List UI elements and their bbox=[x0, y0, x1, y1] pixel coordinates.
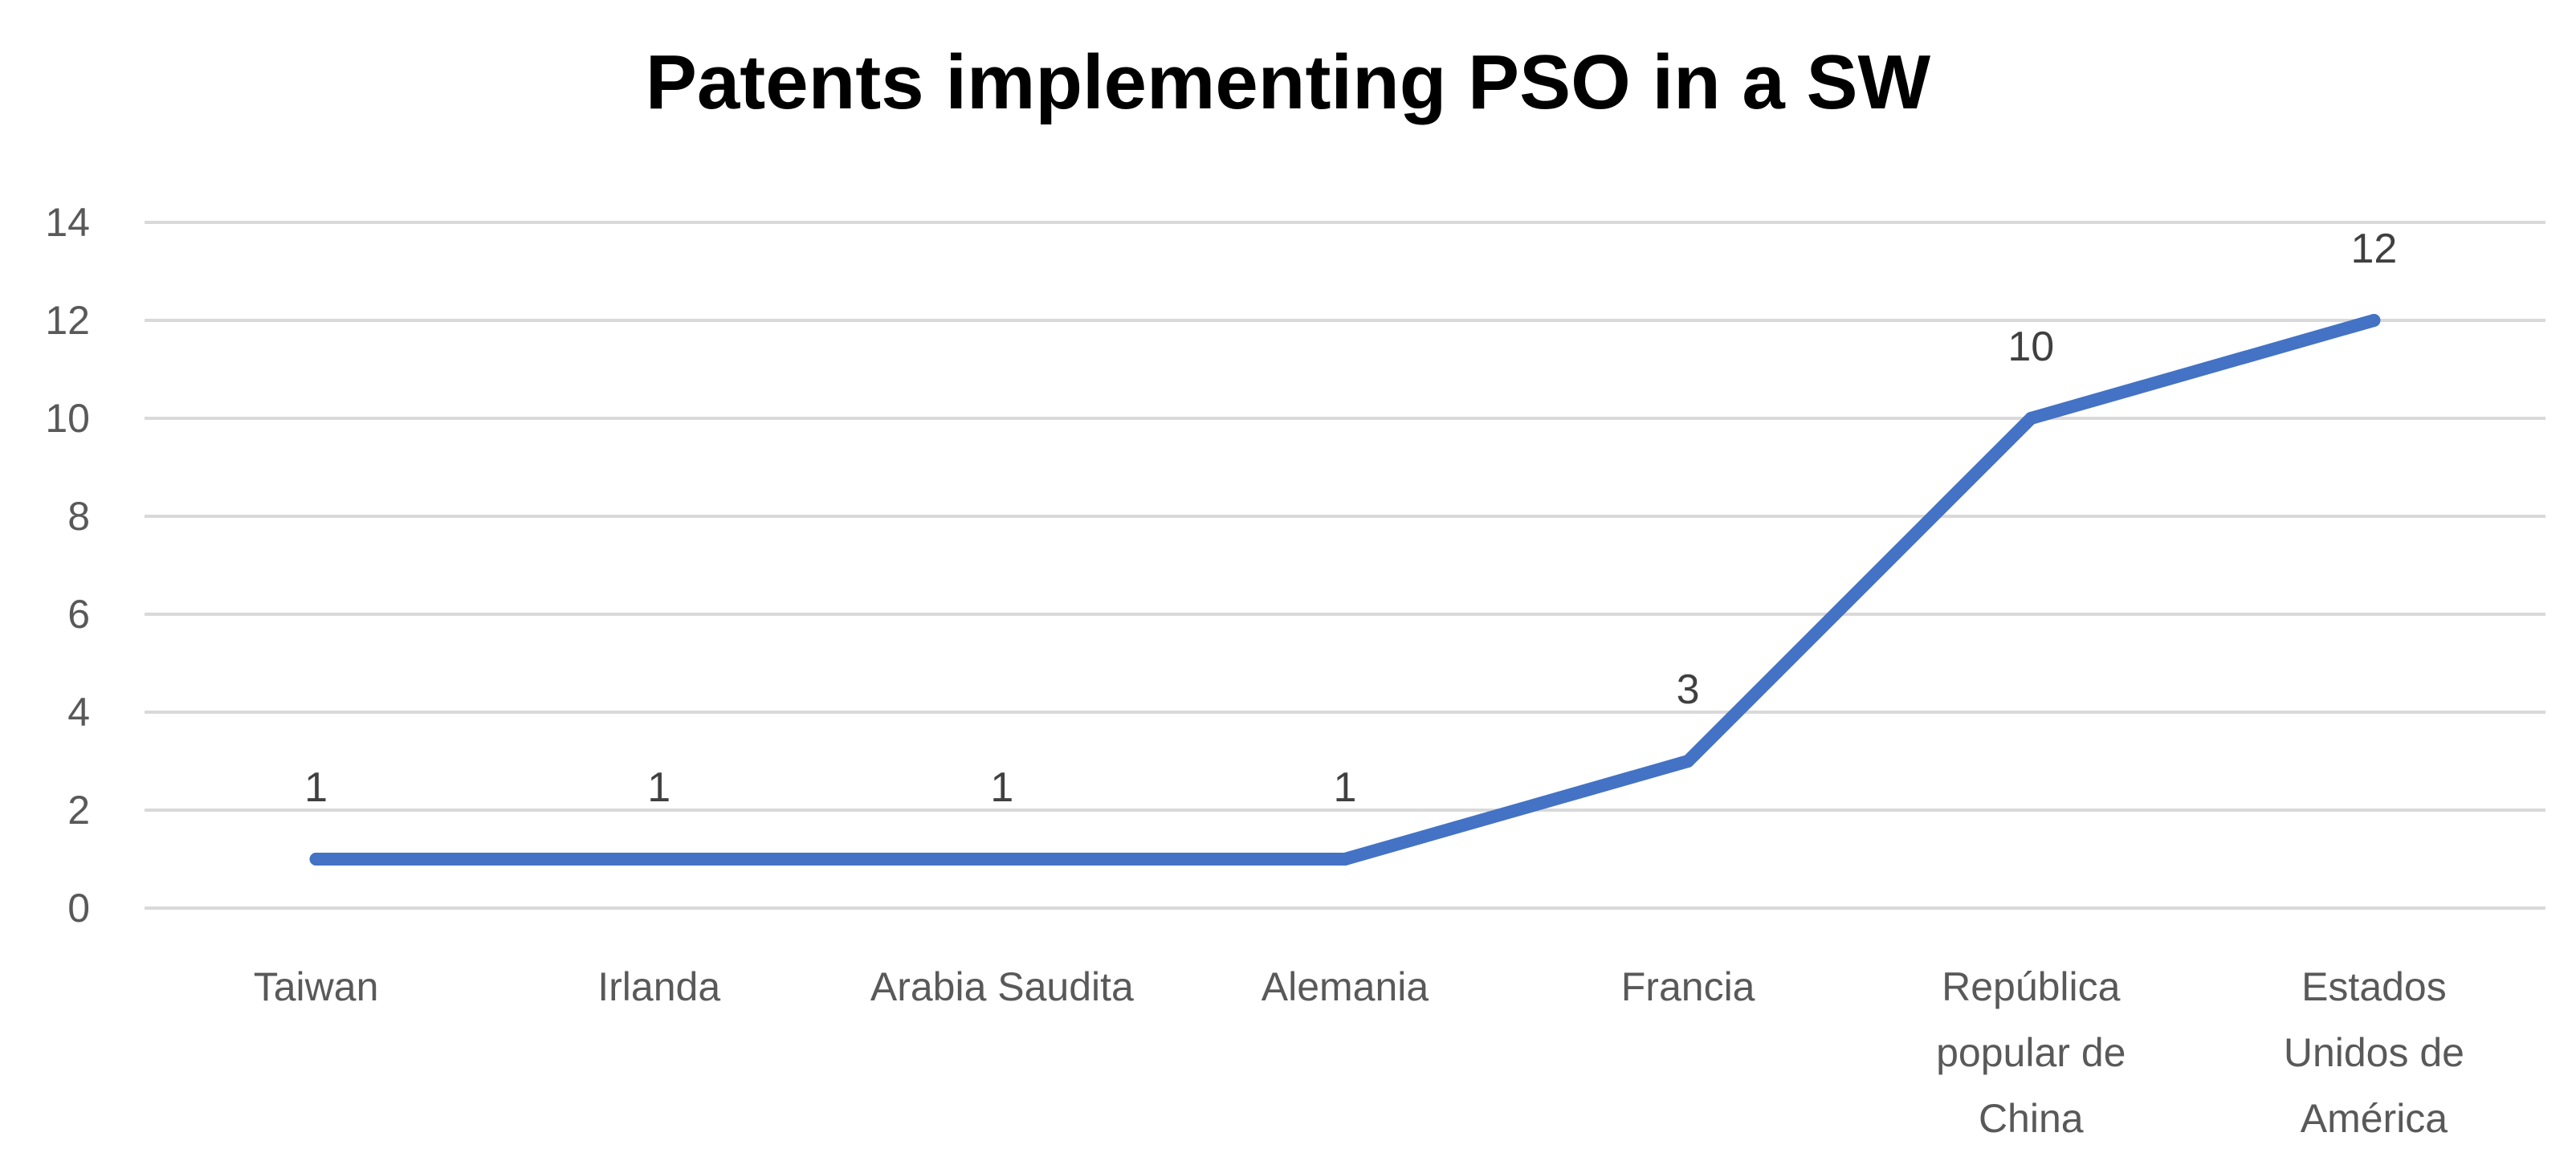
x-tick-label: Francia bbox=[1621, 964, 1755, 1009]
data-point bbox=[2367, 314, 2381, 327]
data-label: 1 bbox=[1334, 764, 1357, 811]
data-label: 1 bbox=[990, 764, 1013, 811]
data-point bbox=[995, 853, 1009, 866]
x-tick-label: Estados Unidos de América bbox=[2284, 964, 2464, 1141]
x-tick-label: República popular de China bbox=[1936, 964, 2126, 1141]
y-tick-label: 4 bbox=[67, 690, 90, 735]
y-tick-label: 6 bbox=[67, 592, 90, 637]
y-tick-label: 12 bbox=[45, 298, 90, 343]
y-tick-label: 2 bbox=[67, 788, 90, 833]
data-label: 1 bbox=[304, 764, 328, 811]
chart-title: Patents implementing PSO in a SW bbox=[645, 39, 1931, 125]
data-point bbox=[2024, 412, 2038, 425]
gridlines bbox=[145, 221, 2545, 910]
data-labels: 1 1 1 1 3 10 12 bbox=[304, 226, 2397, 811]
x-tick-label: Alemania bbox=[1262, 964, 1429, 1009]
x-tick-label: Arabia Saudita bbox=[870, 964, 1134, 1009]
x-tick-label: Taiwan bbox=[254, 964, 379, 1009]
x-axis-ticks: Taiwan Irlanda Arabia Saudita Alemania Franc… bbox=[254, 964, 2464, 1141]
data-point bbox=[652, 853, 666, 866]
series-group bbox=[309, 314, 2381, 866]
data-label: 1 bbox=[647, 764, 670, 811]
data-label: 10 bbox=[2007, 324, 2054, 370]
y-tick-label: 8 bbox=[67, 494, 90, 539]
data-point bbox=[1339, 853, 1351, 866]
y-tick-label: 10 bbox=[45, 396, 90, 441]
x-tick-label: Irlanda bbox=[597, 964, 720, 1009]
y-tick-label: 0 bbox=[67, 886, 90, 931]
data-label: 12 bbox=[2351, 226, 2398, 272]
y-axis-ticks: 0 2 4 6 8 10 12 14 bbox=[45, 200, 90, 931]
data-point bbox=[309, 853, 323, 866]
data-label: 3 bbox=[1677, 666, 1700, 713]
y-tick-label: 14 bbox=[45, 200, 90, 245]
data-point bbox=[1681, 755, 1695, 768]
